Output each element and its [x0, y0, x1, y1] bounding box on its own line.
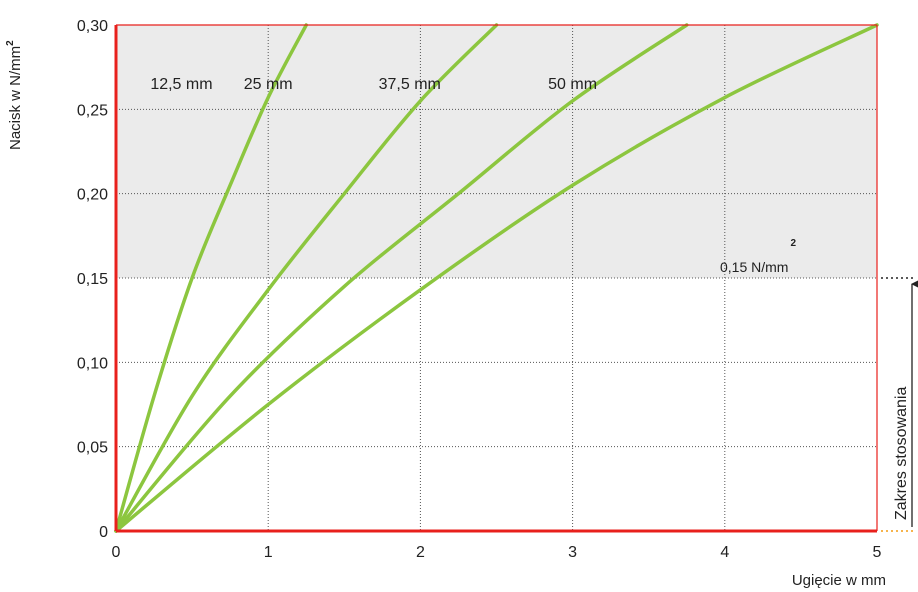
curve-labels: 12,5 mm 25 mm 37,5 mm 50 mm [150, 76, 597, 93]
y-tick-label: 0,20 [77, 187, 108, 204]
x-axis-title: Ugięcie w mm [792, 572, 886, 589]
y-tick-label: 0,15 [77, 271, 108, 288]
series-line [114, 23, 308, 533]
x-tick-label: 1 [264, 544, 273, 561]
series-label: 25 mm [244, 76, 293, 93]
series-line [114, 23, 879, 533]
series-line [114, 23, 689, 533]
series-label: 37,5 mm [379, 76, 441, 93]
x-tick-label: 5 [873, 544, 882, 561]
threshold-label: 0,15 N/mm2 [720, 238, 796, 275]
y-axis-title: Nacisk w N/mm2 [5, 40, 24, 150]
curves [114, 23, 879, 533]
application-range-shading [116, 25, 877, 278]
y-tick-label: 0,25 [77, 102, 108, 119]
grid [116, 25, 877, 531]
x-tick-label: 3 [568, 544, 577, 561]
y-tick-label: 0,30 [77, 18, 108, 35]
series-label: 50 mm [548, 76, 597, 93]
axes [114, 24, 878, 533]
y-tick-label: 0 [99, 524, 108, 541]
series-line [114, 23, 499, 533]
x-tick-label: 4 [720, 544, 729, 561]
y-tick-label: 0,10 [77, 355, 108, 372]
x-tick-label: 2 [416, 544, 425, 561]
tick-labels: 0 1 2 3 4 5 0 0,05 0,10 0,15 0,20 0,25 0,30 [77, 18, 882, 561]
x-tick-label: 0 [112, 544, 121, 561]
range-label: Zakres stosowania [893, 387, 910, 520]
y-tick-label: 0,05 [77, 440, 108, 457]
series-label: 12,5 mm [150, 76, 212, 93]
